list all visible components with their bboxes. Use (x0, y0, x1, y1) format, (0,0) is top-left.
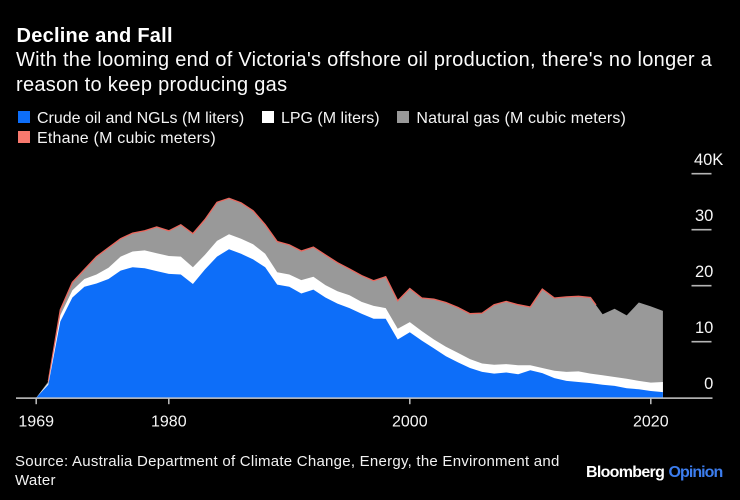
svg-text:2020: 2020 (633, 414, 669, 431)
svg-text:10: 10 (695, 319, 713, 337)
svg-text:1980: 1980 (151, 414, 187, 431)
svg-text:2000: 2000 (392, 414, 428, 431)
svg-text:20: 20 (695, 263, 713, 281)
svg-text:40K: 40K (694, 151, 723, 169)
svg-text:1969: 1969 (18, 414, 54, 431)
svg-text:0: 0 (704, 375, 713, 393)
svg-text:30: 30 (695, 207, 713, 225)
